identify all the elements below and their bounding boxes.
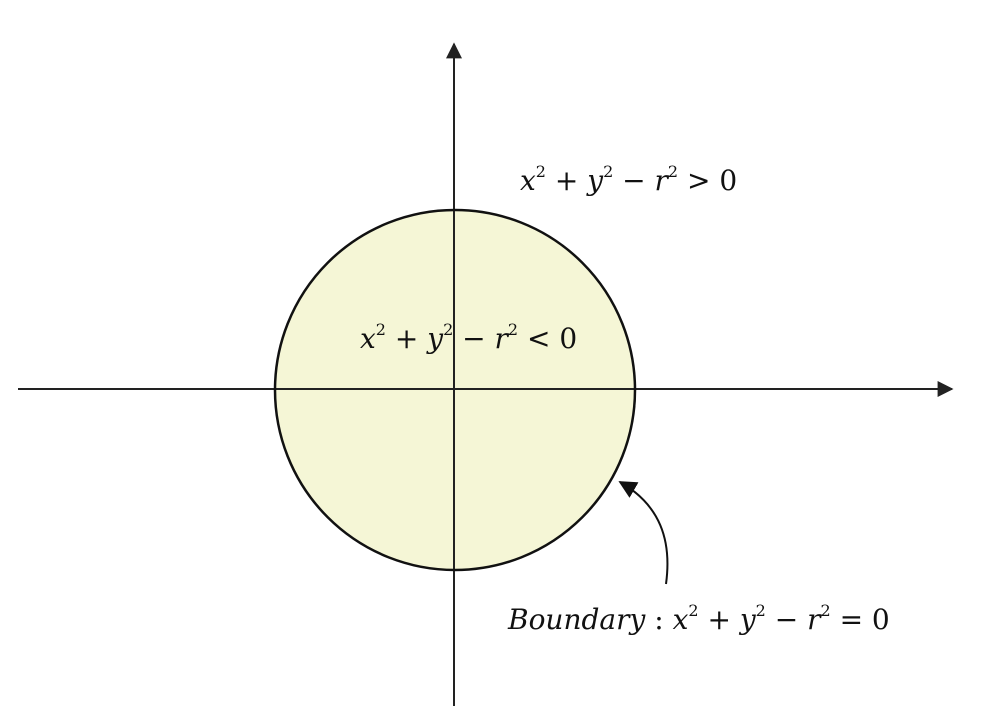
boundary-equation-label: Boundary : x2 + y2 − r2 = 0 <box>507 601 890 636</box>
outside-inequality-label: x2 + y2 − r2 > 0 <box>520 162 737 197</box>
circle-boundary <box>273 208 637 572</box>
inside-inequality-label: x2 + y2 − r2 < 0 <box>360 320 577 355</box>
boundary-pointer-arrow <box>618 481 669 585</box>
